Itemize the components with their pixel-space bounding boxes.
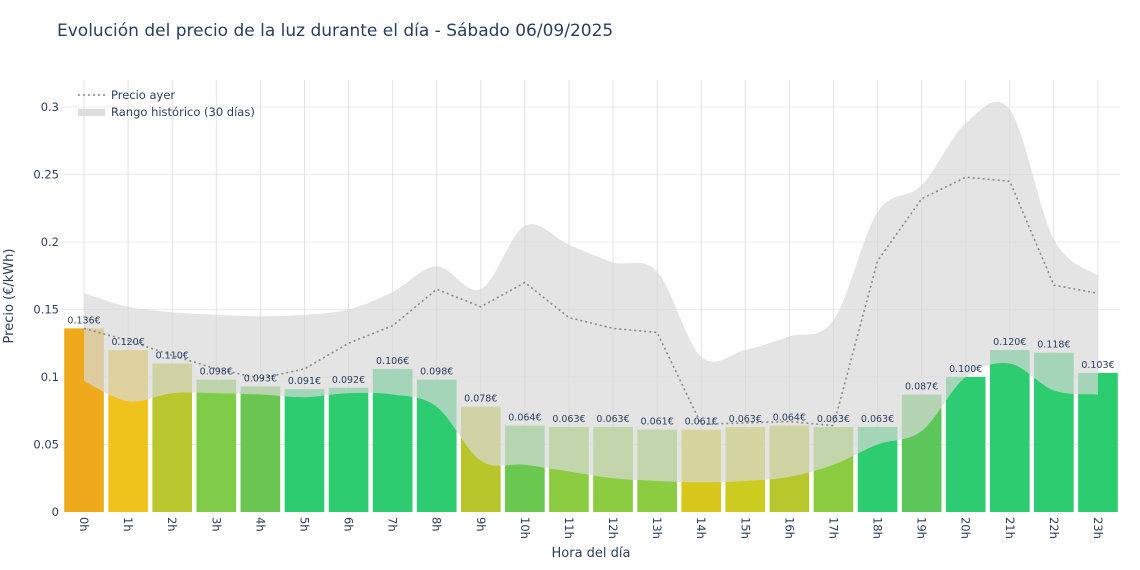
- x-tick-label: 22h: [1047, 517, 1061, 539]
- historical-range-band: [84, 101, 1098, 483]
- bar-value-label: 0.098€: [420, 367, 453, 378]
- bar-value-label: 0.103€: [1081, 360, 1114, 371]
- bar-value-label: 0.092€: [332, 375, 365, 386]
- legend-area-symbol: [78, 109, 105, 116]
- bar-value-label: 0.091€: [288, 376, 321, 387]
- x-tick-label: 0h: [77, 517, 91, 532]
- bar-value-label: 0.087€: [905, 382, 938, 393]
- yesterday-line: [83, 176, 1099, 427]
- x-tick-label: 1h: [121, 517, 135, 532]
- bar-value-label: 0.064€: [508, 413, 541, 424]
- bar-value-label: 0.093€: [244, 373, 277, 384]
- x-tick-label: 19h: [915, 517, 929, 539]
- bar-4h: [240, 386, 281, 512]
- bar-value-label: 0.120€: [993, 337, 1026, 348]
- x-tick-label: 10h: [518, 517, 532, 539]
- bar-6h: [328, 387, 369, 512]
- bar-5h: [284, 389, 325, 512]
- y-tick-label: 0.1: [41, 370, 59, 384]
- bar-value-label: 0.120€: [112, 337, 145, 348]
- x-axis-title: Hora del día: [552, 546, 631, 561]
- x-tick-label: 4h: [253, 517, 267, 532]
- x-tick-label: 8h: [430, 517, 444, 532]
- bar-20h: [945, 377, 986, 512]
- bar-value-labels: 0.136€ 0.120€ 0.110€ 0.098€ 0.093€ 0.091€ 0.09…: [67, 315, 1114, 427]
- y-tick-label: 0.25: [33, 168, 59, 182]
- legend[interactable]: Precio ayer Rango histórico (30 días): [78, 88, 255, 119]
- y-tick-label: 0.15: [33, 303, 59, 317]
- bar-value-label: 0.061€: [641, 417, 674, 428]
- legend-label-yesterday: Precio ayer: [111, 88, 175, 102]
- bar-value-label: 0.063€: [861, 414, 894, 425]
- bar-value-label: 0.063€: [817, 414, 850, 425]
- x-tick-label: 9h: [474, 517, 488, 532]
- axes: 0 0.05 0.1 0.15 0.2 0.25 0.3 0h 1h 2h 3h 4h 5h 6h 7h 8h…: [2, 100, 1105, 561]
- legend-label-range: Rango histórico (30 días): [111, 105, 255, 119]
- y-tick-label: 0: [52, 505, 59, 519]
- bar-3h: [196, 379, 237, 512]
- bar-value-label: 0.136€: [67, 315, 100, 326]
- x-tick-label: 14h: [694, 517, 708, 539]
- x-tick-label: 5h: [297, 517, 311, 532]
- bar-value-label: 0.064€: [773, 413, 806, 424]
- x-tick-label: 13h: [650, 517, 664, 539]
- bar-value-label: 0.098€: [200, 367, 233, 378]
- x-tick-label: 17h: [826, 517, 840, 539]
- bar-value-label: 0.118€: [1037, 340, 1070, 351]
- y-tick-label: 0.2: [41, 235, 59, 249]
- x-tick-label: 3h: [209, 517, 223, 532]
- x-tick-label: 12h: [606, 517, 620, 539]
- x-tick-label: 20h: [959, 517, 973, 539]
- bar-value-label: 0.063€: [596, 414, 629, 425]
- x-tick-label: 6h: [342, 517, 356, 532]
- bar-value-label: 0.063€: [729, 414, 762, 425]
- bar-21h: [989, 350, 1030, 512]
- chart-title: Evolución del precio de la luz durante e…: [57, 21, 614, 41]
- y-tick-label: 0.3: [41, 100, 59, 114]
- bar-value-label: 0.100€: [949, 364, 982, 375]
- bar-value-label: 0.063€: [552, 414, 585, 425]
- bar-value-label: 0.110€: [156, 351, 189, 362]
- range-area: [84, 101, 1098, 483]
- x-tick-label: 21h: [1003, 517, 1017, 539]
- x-tick-label: 16h: [782, 517, 796, 539]
- bar-value-label: 0.078€: [464, 394, 497, 405]
- x-tick-label: 18h: [871, 517, 885, 539]
- x-tick-label: 2h: [165, 517, 179, 532]
- yesterday-price-line: [83, 176, 1099, 427]
- bar-value-label: 0.061€: [685, 417, 718, 428]
- bar-23h: [1078, 372, 1118, 512]
- bar-value-label: 0.106€: [376, 356, 409, 367]
- y-axis-title: Precio (€/kWh): [2, 249, 17, 344]
- y-tick-label: 0.05: [33, 438, 59, 452]
- x-tick-label: 11h: [562, 517, 576, 539]
- x-tick-label: 7h: [386, 517, 400, 532]
- x-tick-label: 15h: [738, 517, 752, 539]
- x-tick-label: 23h: [1091, 517, 1105, 539]
